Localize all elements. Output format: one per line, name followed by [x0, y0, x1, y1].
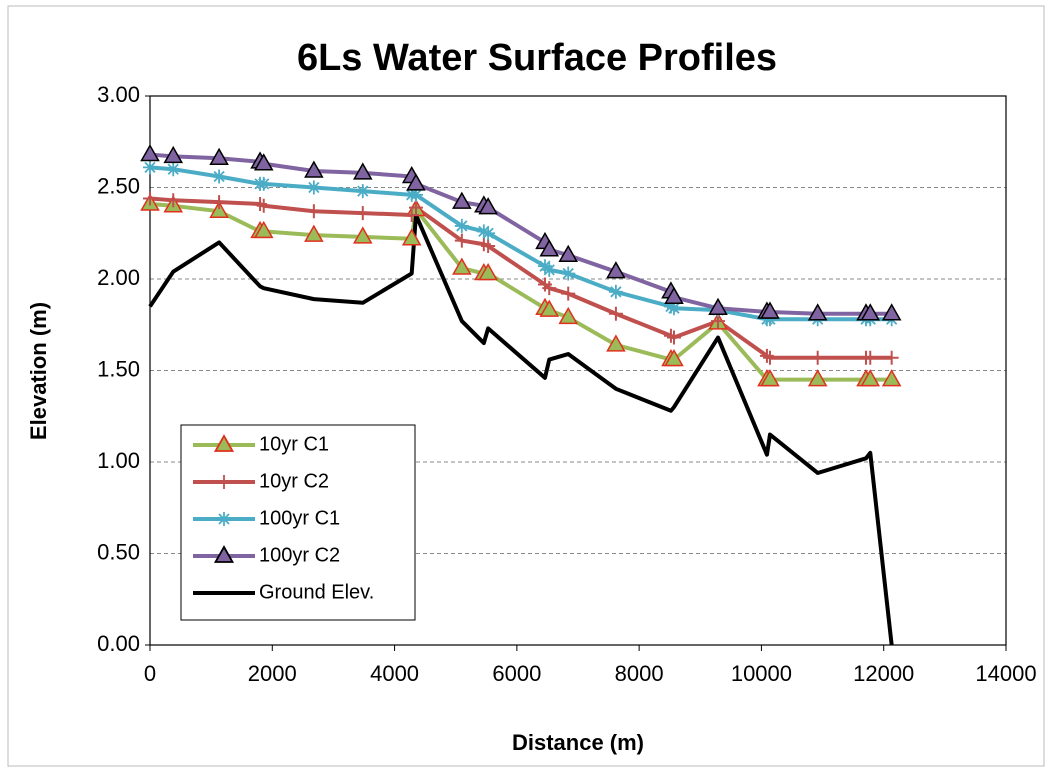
marker: [476, 224, 491, 239]
y-tick-label: 0.50: [97, 539, 140, 564]
marker: [478, 197, 498, 215]
marker: [759, 348, 774, 363]
marker: [304, 160, 324, 178]
plot-area: [149, 95, 1007, 646]
marker: [212, 169, 227, 184]
marker: [810, 350, 825, 365]
marker: [558, 244, 579, 262]
legend-marker: [217, 475, 231, 489]
marker: [355, 206, 370, 221]
x-tick-label: 12000: [853, 661, 914, 686]
marker: [539, 299, 560, 317]
marker: [807, 303, 828, 321]
marker: [762, 312, 777, 327]
marker: [762, 350, 777, 365]
marker: [306, 180, 321, 195]
marker: [209, 147, 229, 165]
marker: [478, 262, 498, 281]
marker: [666, 301, 681, 316]
marker: [408, 187, 423, 202]
marker: [256, 198, 271, 213]
marker: [143, 191, 157, 206]
marker: [253, 220, 274, 239]
x-tick-label: 8000: [615, 661, 664, 686]
marker: [143, 160, 157, 175]
marker: [608, 306, 623, 321]
marker: [304, 224, 324, 242]
marker: [666, 330, 681, 345]
x-tick-label: 14000: [975, 661, 1036, 686]
marker: [404, 207, 419, 222]
marker: [408, 200, 423, 215]
marker: [760, 369, 780, 387]
marker: [253, 153, 274, 171]
marker: [663, 328, 678, 343]
marker: [481, 226, 496, 241]
marker: [355, 184, 370, 199]
y-axis-title: Elevation (m): [26, 302, 51, 440]
marker: [881, 369, 902, 387]
marker: [452, 257, 472, 275]
marker: [542, 281, 557, 296]
marker: [166, 162, 181, 177]
y-tick-label: 3.00: [97, 82, 140, 107]
marker: [454, 218, 469, 233]
y-tick-label: 0.00: [97, 631, 140, 656]
legend-marker: [213, 545, 235, 563]
marker: [140, 144, 160, 162]
series-line: [148, 212, 894, 646]
x-tick-label: 6000: [492, 661, 541, 686]
marker: [209, 200, 229, 219]
x-tick-label: 0: [144, 661, 156, 686]
x-tick-label: 4000: [370, 661, 419, 686]
marker: [606, 261, 626, 279]
legend-marker: [213, 434, 235, 452]
marker: [881, 303, 902, 321]
marker: [163, 145, 184, 164]
legend-label: 100yr C2: [259, 544, 340, 566]
legend-label: 10yr C1: [259, 433, 329, 455]
marker: [352, 162, 373, 180]
marker: [863, 350, 878, 365]
marker: [884, 350, 899, 365]
marker: [166, 193, 181, 208]
marker: [664, 286, 684, 305]
x-tick-label: 2000: [248, 661, 297, 686]
marker: [807, 369, 828, 387]
marker: [561, 286, 576, 301]
legend-label: 100yr C1: [259, 507, 340, 529]
marker: [760, 301, 780, 319]
marker: [561, 266, 576, 281]
y-tick-label: 2.50: [97, 173, 140, 198]
legend-marker: [217, 512, 231, 526]
marker: [212, 195, 227, 210]
marker: [306, 204, 321, 219]
marker: [256, 176, 271, 191]
chart-title: 6Ls Water Surface Profiles: [297, 37, 777, 79]
marker: [452, 191, 472, 209]
marker: [860, 369, 881, 387]
marker: [542, 262, 557, 277]
x-axis-title: Distance (m): [512, 730, 644, 755]
marker: [454, 233, 469, 248]
marker: [401, 228, 422, 246]
marker: [606, 334, 626, 352]
x-tick-label: 10000: [731, 661, 792, 686]
marker: [406, 173, 426, 191]
y-tick-label: 1.00: [97, 448, 140, 473]
marker: [558, 306, 579, 325]
marker: [708, 297, 728, 316]
legend-label: Ground Elev.: [259, 581, 374, 603]
marker: [481, 239, 496, 254]
marker: [860, 303, 881, 321]
marker: [539, 239, 560, 257]
marker: [352, 226, 373, 244]
legend-label: 10yr C2: [259, 470, 329, 492]
marker: [608, 284, 623, 299]
y-tick-label: 2.00: [97, 265, 140, 290]
y-tick-label: 1.50: [97, 356, 140, 381]
marker: [664, 348, 684, 367]
